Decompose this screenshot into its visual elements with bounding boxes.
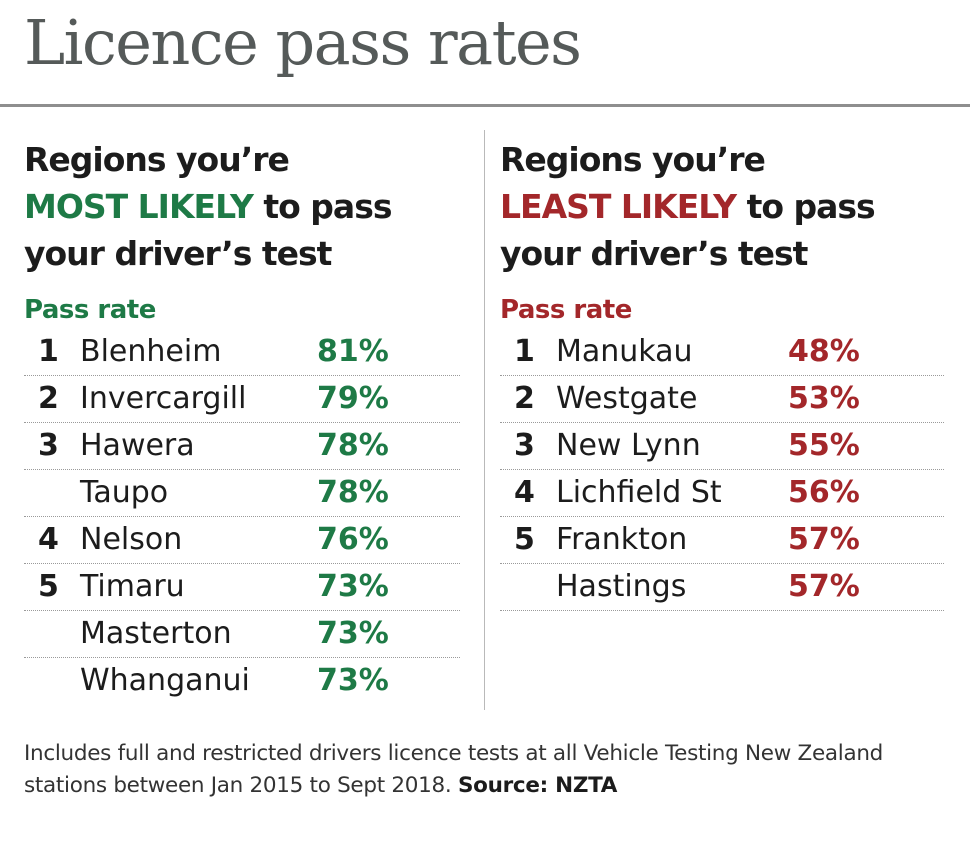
- rank: 5: [514, 522, 535, 557]
- column-divider: [484, 130, 485, 710]
- rank: 1: [38, 334, 59, 369]
- list-item: 3 Hawera 78%: [24, 423, 460, 470]
- least-likely-heading: Regions you’re LEAST LIKELY to pass your…: [500, 136, 960, 277]
- source-credit: Source: NZTA: [457, 773, 618, 798]
- region-name: New Lynn: [556, 428, 701, 463]
- region-name: Lichfield St: [556, 475, 722, 510]
- rank: 2: [514, 381, 535, 416]
- pass-rate-value: 78%: [317, 475, 389, 510]
- rank: 3: [514, 428, 535, 463]
- pass-rate-label: Pass rate: [24, 295, 156, 325]
- page-title: Licence pass rates: [24, 6, 582, 79]
- pass-rate-value: 73%: [317, 616, 389, 651]
- region-name: Nelson: [80, 522, 183, 557]
- list-item: 5 Timaru 73%: [24, 564, 460, 611]
- least-likely-panel: Regions you’re LEAST LIKELY to pass your…: [500, 136, 960, 611]
- most-likely-heading: Regions you’re MOST LIKELY to pass your …: [24, 136, 464, 277]
- heading-line-3: your driver’s test: [24, 234, 332, 273]
- pass-rate-value: 48%: [788, 334, 860, 369]
- region-name: Taupo: [80, 475, 169, 510]
- pass-rate-value: 56%: [788, 475, 860, 510]
- footnote: Includes full and restricted drivers lic…: [24, 738, 954, 802]
- rank: 4: [38, 522, 59, 557]
- rank: 1: [514, 334, 535, 369]
- rank: 4: [514, 475, 535, 510]
- pass-rate-value: 73%: [317, 663, 389, 698]
- list-item: 1 Manukau 48%: [500, 329, 944, 376]
- list-item: Taupo 78%: [24, 470, 460, 517]
- list-item: Hastings 57%: [500, 564, 944, 611]
- list-item: 3 New Lynn 55%: [500, 423, 944, 470]
- region-name: Hawera: [80, 428, 195, 463]
- rank: 5: [38, 569, 59, 604]
- most-likely-emphasis: MOST LIKELY: [24, 187, 254, 226]
- pass-rate-value: 76%: [317, 522, 389, 557]
- rank: 3: [38, 428, 59, 463]
- region-name: Whanganui: [80, 663, 250, 698]
- pass-rate-value: 53%: [788, 381, 860, 416]
- list-item: 2 Invercargill 79%: [24, 376, 460, 423]
- list-item: 4 Lichfield St 56%: [500, 470, 944, 517]
- list-item: 1 Blenheim 81%: [24, 329, 460, 376]
- pass-rate-label: Pass rate: [500, 295, 632, 325]
- pass-rate-value: 73%: [317, 569, 389, 604]
- most-likely-list: 1 Blenheim 81% 2 Invercargill 79% 3 Hawe…: [24, 329, 464, 704]
- region-name: Hastings: [556, 569, 687, 604]
- heading-line-2: LEAST LIKELY to pass: [500, 183, 960, 230]
- heading-line-2: MOST LIKELY to pass: [24, 183, 464, 230]
- region-name: Masterton: [80, 616, 232, 651]
- list-item: Masterton 73%: [24, 611, 460, 658]
- pass-rate-value: 78%: [317, 428, 389, 463]
- region-name: Invercargill: [80, 381, 247, 416]
- most-likely-panel: Regions you’re MOST LIKELY to pass your …: [24, 136, 464, 704]
- region-name: Manukau: [556, 334, 693, 369]
- heading-tail: to pass: [736, 187, 876, 226]
- list-item: 2 Westgate 53%: [500, 376, 944, 423]
- least-likely-emphasis: LEAST LIKELY: [500, 187, 737, 226]
- footnote-text: Includes full and restricted drivers lic…: [24, 741, 883, 798]
- list-item: 4 Nelson 76%: [24, 517, 460, 564]
- least-likely-list: 1 Manukau 48% 2 Westgate 53% 3 New Lynn …: [500, 329, 960, 611]
- list-item: Whanganui 73%: [24, 658, 460, 704]
- list-item: 5 Frankton 57%: [500, 517, 944, 564]
- heading-tail: to pass: [252, 187, 392, 226]
- heading-line-1: Regions you’re: [24, 140, 290, 179]
- region-name: Frankton: [556, 522, 688, 557]
- region-name: Westgate: [556, 381, 698, 416]
- pass-rate-value: 57%: [788, 569, 860, 604]
- heading-line-1: Regions you’re: [500, 140, 766, 179]
- region-name: Blenheim: [80, 334, 222, 369]
- pass-rate-value: 55%: [788, 428, 860, 463]
- rank: 2: [38, 381, 59, 416]
- pass-rate-value: 81%: [317, 334, 389, 369]
- region-name: Timaru: [80, 569, 185, 604]
- pass-rate-value: 57%: [788, 522, 860, 557]
- heading-line-3: your driver’s test: [500, 234, 808, 273]
- pass-rate-value: 79%: [317, 381, 389, 416]
- title-divider: [0, 104, 970, 107]
